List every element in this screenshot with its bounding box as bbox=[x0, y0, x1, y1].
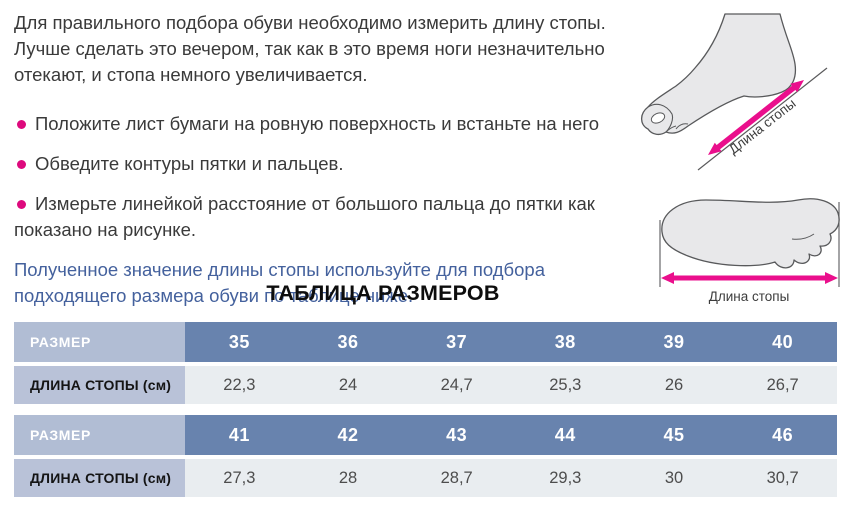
instruction-list: Положите лист бумаги на ровную поверхнос… bbox=[14, 111, 648, 243]
note-paragraph: Полученное значение длины стопы использу… bbox=[14, 259, 545, 306]
instruction-text: Положите лист бумаги на ровную поверхнос… bbox=[35, 113, 599, 134]
arrowhead-icon bbox=[661, 272, 674, 284]
table-row: ДЛИНА СТОПЫ (см) 27,3 28 28,7 29,3 30 30… bbox=[14, 459, 837, 497]
instructions-column: Для правильного подбора обуви необходимо… bbox=[14, 10, 648, 309]
size-cell: 36 bbox=[293, 322, 403, 362]
length-cell: 22,3 bbox=[185, 366, 294, 404]
foot-length-label: Длина стопы bbox=[726, 96, 799, 157]
length-cell: 24,7 bbox=[402, 366, 511, 404]
length-cell: 28 bbox=[293, 459, 403, 497]
table-row: РАЗМЕР 41 42 43 44 45 46 bbox=[14, 415, 837, 455]
list-item: Обведите контуры пятки и пальцев. bbox=[14, 151, 648, 177]
length-cell: 26 bbox=[619, 366, 729, 404]
instruction-text: Обведите контуры пятки и пальцев. bbox=[35, 153, 344, 174]
length-cell: 30 bbox=[619, 459, 729, 497]
size-cell: 39 bbox=[619, 322, 729, 362]
length-cell: 28,7 bbox=[402, 459, 511, 497]
big-toe-outline bbox=[647, 103, 674, 133]
bullet-dot-icon bbox=[17, 199, 26, 209]
list-item: Положите лист бумаги на ровную поверхнос… bbox=[14, 111, 648, 137]
toe-creases bbox=[665, 123, 689, 133]
size-cell: 37 bbox=[402, 322, 511, 362]
toe-crease bbox=[791, 233, 815, 240]
arrowhead-icon bbox=[825, 272, 838, 284]
size-table-41-46: РАЗМЕР 41 42 43 44 45 46 ДЛИНА СТОПЫ (см… bbox=[14, 415, 837, 497]
length-cell: 30,7 bbox=[728, 459, 837, 497]
length-row-header: ДЛИНА СТОПЫ (см) bbox=[14, 459, 185, 497]
intro-paragraph: Для правильного подбора обуви необходимо… bbox=[14, 12, 606, 85]
size-table-title: ТАБЛИЦА РАЗМЕРОВ bbox=[266, 281, 500, 305]
length-cell: 25,3 bbox=[510, 366, 620, 404]
length-row-header: ДЛИНА СТОПЫ (см) bbox=[14, 366, 185, 404]
bullet-dot-icon bbox=[17, 119, 26, 129]
size-cell: 44 bbox=[510, 415, 620, 455]
list-item: Измерьте линейкой расстояние от большого… bbox=[14, 191, 648, 243]
size-row-header: РАЗМЕР bbox=[14, 322, 185, 362]
length-cell: 26,7 bbox=[728, 366, 837, 404]
arrowhead-icon bbox=[790, 80, 804, 93]
foot-length-label: Длина стопы bbox=[709, 289, 790, 304]
foot-side-view-figure: Длина стопы bbox=[640, 13, 828, 171]
foot-sole-illustration bbox=[661, 198, 840, 269]
foot-top-view-figure: Длина стопы bbox=[659, 198, 840, 304]
length-cell: 24 bbox=[293, 366, 403, 404]
size-table-35-40: РАЗМЕР 35 36 37 38 39 40 ДЛИНА СТОПЫ (см… bbox=[14, 322, 837, 404]
arrowhead-icon bbox=[708, 142, 722, 155]
size-cell: 45 bbox=[619, 415, 729, 455]
size-cell: 40 bbox=[728, 322, 837, 362]
toenail bbox=[650, 112, 666, 124]
size-cell: 42 bbox=[293, 415, 403, 455]
size-cell: 46 bbox=[728, 415, 837, 455]
measure-arrow-line bbox=[714, 83, 798, 152]
table-row: РАЗМЕР 35 36 37 38 39 40 bbox=[14, 322, 837, 362]
table-row: ДЛИНА СТОПЫ (см) 22,3 24 24,7 25,3 26 26… bbox=[14, 366, 837, 404]
size-cell: 38 bbox=[510, 322, 620, 362]
size-cell: 35 bbox=[185, 322, 294, 362]
ground-line bbox=[697, 67, 828, 171]
size-cell: 43 bbox=[402, 415, 511, 455]
length-cell: 29,3 bbox=[510, 459, 620, 497]
size-cell: 41 bbox=[185, 415, 294, 455]
bullet-dot-icon bbox=[17, 159, 26, 169]
size-row-header: РАЗМЕР bbox=[14, 415, 185, 455]
instruction-text: Измерьте линейкой расстояние от большого… bbox=[14, 193, 595, 240]
length-cell: 27,3 bbox=[185, 459, 294, 497]
